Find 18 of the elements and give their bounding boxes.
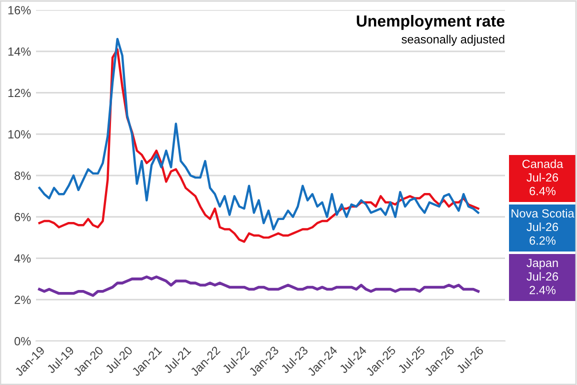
- line-series: [38, 275, 480, 297]
- y-tick-label: 8%: [14, 172, 31, 180]
- y-tick-label: 16%: [8, 6, 31, 14]
- text: Canada: [522, 159, 564, 168]
- text: Jul-26 2.4%: [526, 272, 558, 294]
- y-tick-label: 12%: [8, 88, 31, 98]
- y-tick-label: 4%: [14, 254, 31, 263]
- chart-title: Unemployment rate: [356, 14, 504, 30]
- y-tick-label: 14%: [8, 47, 31, 56]
- text: seasonally adjusted: [402, 34, 504, 46]
- y-tick-label: 2%: [14, 296, 31, 304]
- text: Jul-26 6.4%: [526, 172, 558, 196]
- y-tick-label: 10%: [8, 130, 31, 139]
- y-tick-label: 0%: [14, 337, 31, 346]
- text: Nova Scotia: [512, 208, 574, 218]
- y-tick-label: 6%: [14, 212, 31, 222]
- text: Jul-26 6.2%: [526, 222, 558, 245]
- text: Japan: [526, 258, 558, 270]
